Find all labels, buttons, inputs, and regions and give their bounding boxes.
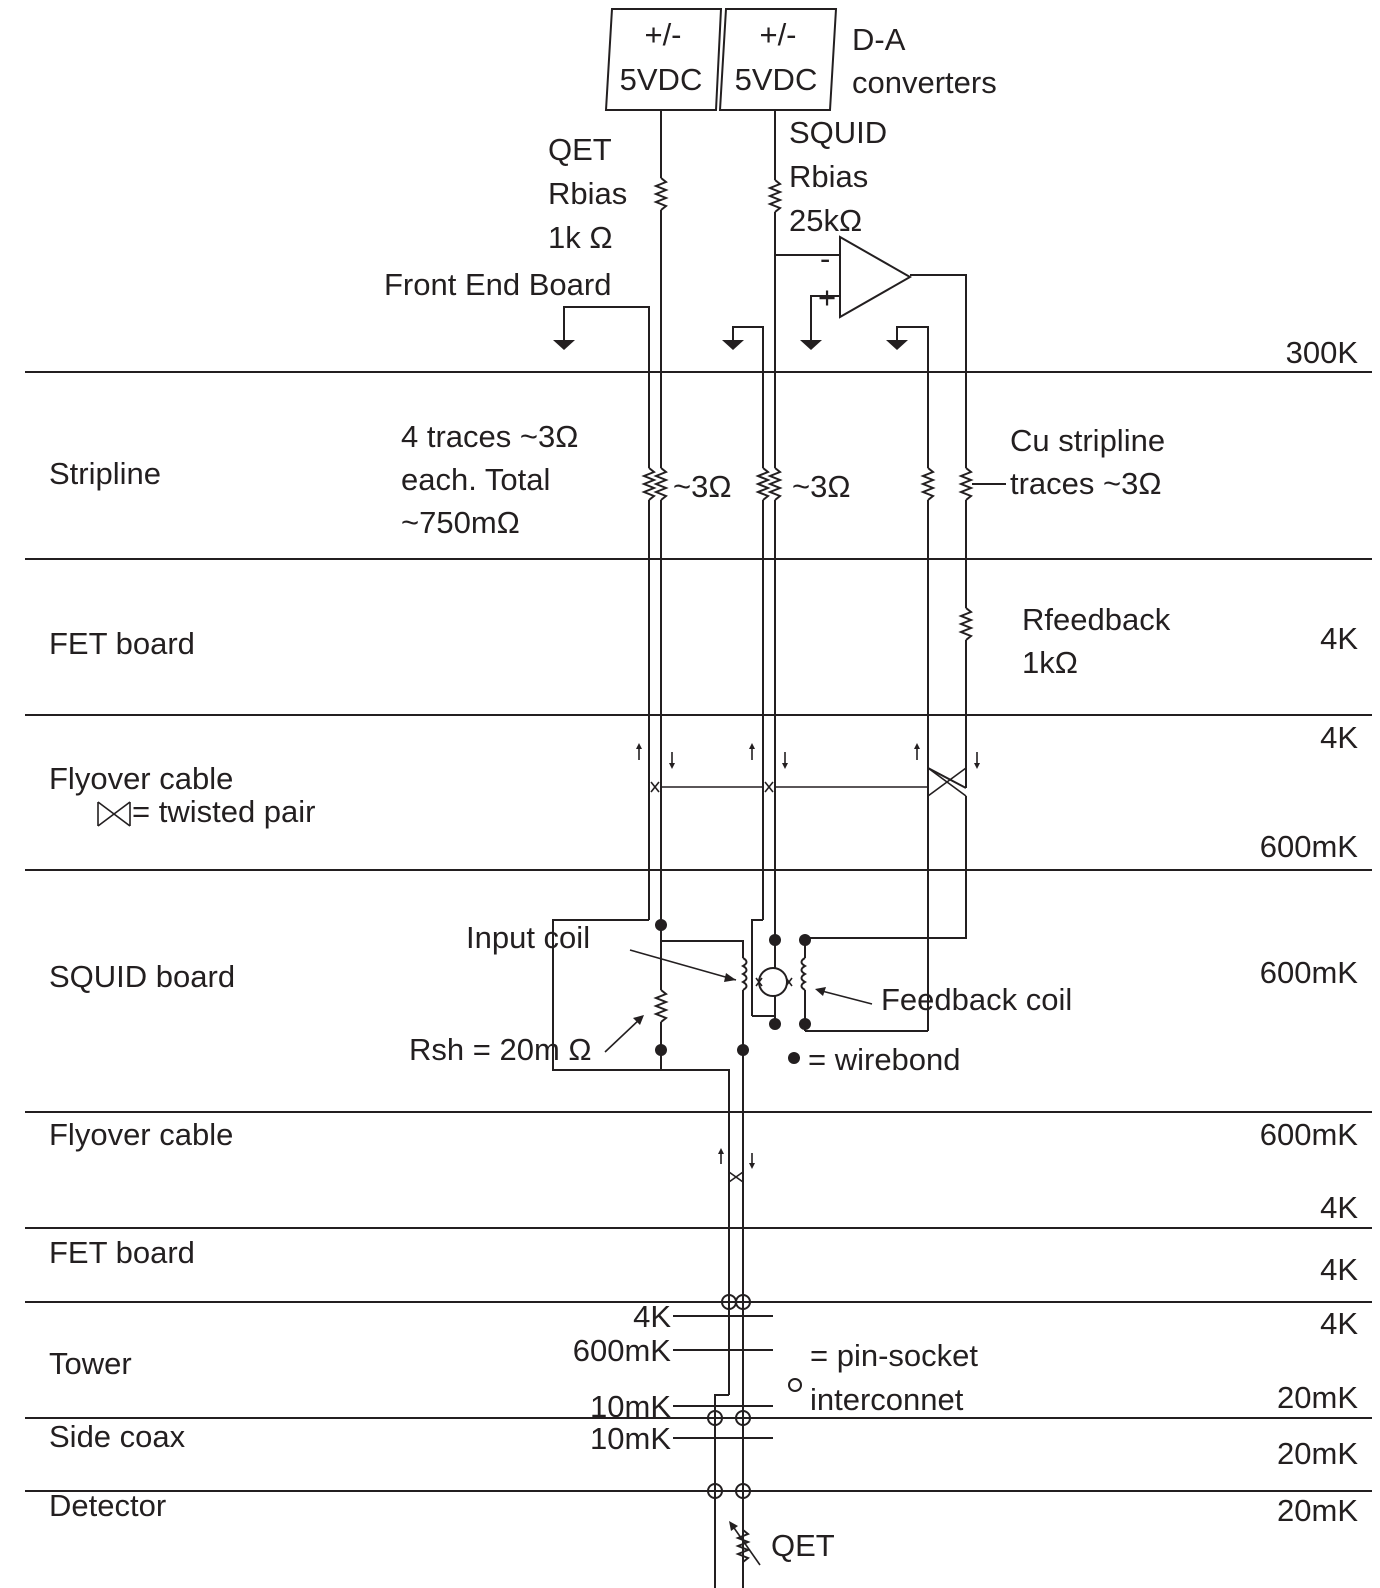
flyover-twisted-pairs (636, 743, 980, 797)
connectors (673, 1294, 773, 1499)
squid-supply-sign: +/- (759, 17, 796, 52)
wirebond-legend-text: = wirebond (808, 1042, 961, 1077)
layer-stripline: Stripline (49, 456, 161, 491)
da-label-line2: converters (852, 65, 997, 100)
twisted-pair-symbol-legend (97, 801, 131, 827)
temp-20mk-coax: 20mK (1277, 1436, 1358, 1471)
coax-10mk: 10mK (590, 1421, 671, 1456)
qet-detector-label: QET (771, 1528, 835, 1563)
layer-boundaries (25, 371, 1372, 1492)
squid-bias-label: SQUID (789, 115, 887, 150)
qet-sensor (729, 1521, 761, 1566)
temp-20mk-tower: 20mK (1277, 1380, 1358, 1415)
temp-600mk-flyover: 600mK (1260, 829, 1359, 864)
qet-supply-sign: +/- (644, 17, 681, 52)
twisted-pair-note: = twisted pair (132, 794, 316, 829)
temp-4k-fet: 4K (1320, 621, 1358, 656)
layer-detector: Detector (49, 1488, 166, 1523)
temp-300k: 300K (1286, 335, 1359, 370)
rfeedback-value: 1kΩ (1022, 645, 1078, 680)
layer-squid-board: SQUID board (49, 959, 235, 994)
squid-trace-res: ~3Ω (792, 469, 851, 504)
temp-4k-tower: 4K (1320, 1306, 1358, 1341)
qet-supply-voltage: 5VDC (620, 62, 703, 97)
da-label-line1: D-A (852, 22, 906, 57)
tower-600mk: 600mK (573, 1333, 672, 1368)
temp-4k-flyover-bottom: 4K (1320, 1190, 1358, 1225)
amp-minus: - (820, 241, 830, 276)
front-end-wiring: - + (553, 110, 967, 468)
da-converter-squid: +/- 5VDC (718, 8, 838, 111)
cu-stripline-line1: Cu stripline (1010, 423, 1165, 458)
squid-supply-voltage: 5VDC (735, 62, 818, 97)
feedback-coil-label: Feedback coil (881, 982, 1072, 1017)
traces-note-line1: 4 traces ~3Ω (401, 419, 578, 454)
temp-600mk-squid: 600mK (1260, 955, 1359, 990)
layer-fet-board-bottom: FET board (49, 1235, 195, 1270)
qet-bias-label: QET (548, 132, 612, 167)
pin-socket-line1: = pin-socket (810, 1338, 978, 1373)
squid-rbias-value: 25kΩ (789, 203, 862, 238)
squid-rbias-label: Rbias (789, 159, 868, 194)
layer-side-coax: Side coax (49, 1419, 186, 1454)
cu-stripline-line2: traces ~3Ω (1010, 466, 1162, 501)
tower-4k: 4K (633, 1299, 671, 1334)
da-converter-qet: +/- 5VDC (604, 8, 723, 111)
pin-socket-legend-circle (788, 1378, 802, 1392)
bottom-flyover-pair (714, 1148, 755, 1588)
rfeedback-label: Rfeedback (1022, 602, 1171, 637)
wirebond-legend-dot (788, 1052, 800, 1064)
layer-flyover-cable-top: Flyover cable (49, 761, 233, 796)
amplifier-triangle (839, 235, 913, 319)
rsh-label: Rsh = 20m Ω (409, 1032, 592, 1067)
stripline-resistors (641, 467, 1006, 501)
input-coil-label: Input coil (466, 920, 590, 955)
pin-socket-line2: interconnet (810, 1382, 964, 1417)
front-end-board-label: Front End Board (384, 267, 611, 302)
temp-4k-flyover: 4K (1320, 720, 1358, 755)
qet-trace-res: ~3Ω (673, 469, 732, 504)
temperature-labels: 300K 4K 4K 600mK 600mK 600mK 4K 4K 4K 20… (1260, 335, 1359, 1528)
qet-rbias-value: 1k Ω (548, 220, 613, 255)
temp-600mk-flyover-bottom: 600mK (1260, 1117, 1359, 1152)
tower-10mk: 10mK (590, 1389, 671, 1424)
temp-20mk-detector: 20mK (1277, 1493, 1358, 1528)
qet-rbias-label: Rbias (548, 176, 627, 211)
layer-flyover-cable-bottom: Flyover cable (49, 1117, 233, 1152)
vertical-wires (648, 500, 974, 1031)
layer-fet-board-top: FET board (49, 626, 195, 661)
layer-tower: Tower (49, 1346, 132, 1381)
temp-4k-fet-bottom: 4K (1320, 1252, 1358, 1287)
squid-board-circuit (552, 796, 967, 1190)
traces-note-line2: each. Total (401, 462, 550, 497)
traces-note-line3: ~750mΩ (401, 505, 520, 540)
amp-plus: + (818, 280, 836, 315)
